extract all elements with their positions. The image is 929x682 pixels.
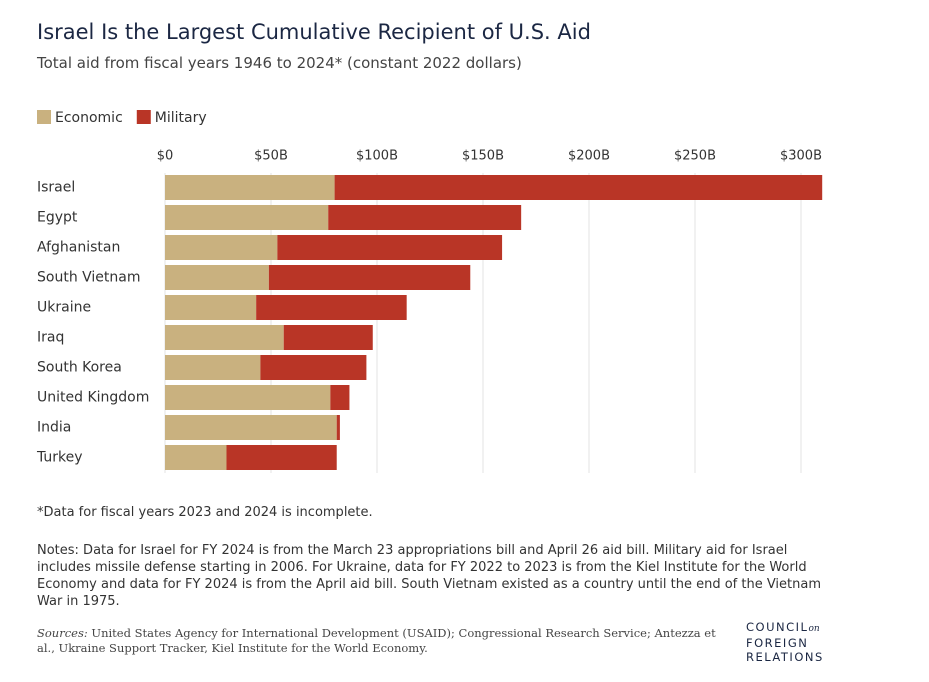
x-tick-label: $150B (462, 149, 504, 164)
y-tick-label: Ukraine (37, 300, 91, 316)
x-tick-label: $0 (157, 149, 174, 164)
bar-segment (165, 175, 335, 200)
y-tick-label: Egypt (37, 210, 78, 226)
y-tick-label: United Kingdom (37, 390, 149, 406)
x-tick-label: $50B (254, 149, 288, 164)
bar-segment (165, 355, 261, 380)
chart-title: Israel Is the Largest Cumulative Recipie… (37, 20, 591, 44)
bar-segment (165, 415, 337, 440)
y-tick-label: Israel (37, 180, 75, 196)
legend-swatch (136, 110, 151, 124)
bar-segment (165, 205, 329, 230)
logo: COUNCILon FOREIGN RELATIONS (746, 620, 824, 664)
bar-segment (268, 265, 471, 290)
bar-segment (165, 265, 269, 290)
bar-segment (165, 445, 227, 470)
bar-segment (328, 205, 522, 230)
y-tick-label: Afghanistan (37, 240, 120, 256)
chart-subtitle: Total aid from fiscal years 1946 to 2024… (37, 54, 522, 72)
bar-segment (334, 175, 823, 200)
sources-text: United States Agency for International D… (37, 626, 716, 655)
y-tick-label: South Korea (37, 360, 122, 376)
y-tick-label: South Vietnam (37, 270, 141, 286)
logo-line: RELATIONS (746, 650, 824, 664)
bar-segment (336, 415, 340, 440)
bar-segment (330, 385, 350, 410)
bar-segment (256, 295, 407, 320)
bar-segment (283, 325, 373, 350)
bar-segment (165, 235, 278, 260)
bar-segment (165, 385, 331, 410)
x-tick-label: $100B (356, 149, 398, 164)
logo-line: FOREIGN (746, 636, 809, 650)
notes: Notes: Data for Israel for FY 2024 is fr… (37, 543, 822, 609)
bar-segment (277, 235, 503, 260)
legend-label: Economic (55, 110, 123, 126)
x-tick-label: $300B (780, 149, 822, 164)
x-tick-label: $200B (568, 149, 610, 164)
bar-segment (165, 325, 284, 350)
bar-segment (260, 355, 367, 380)
y-tick-label: India (37, 420, 71, 436)
x-tick-label: $250B (674, 149, 716, 164)
legend-swatch (37, 110, 51, 124)
chart: Economic Military $0 $50B $100B $150B $200B $25… (36, 110, 823, 473)
y-tick-label: Iraq (37, 330, 64, 346)
sources: Sources: United States Agency for Intern… (37, 626, 737, 656)
y-tick-label: Turkey (36, 450, 83, 466)
legend-label: Military (155, 110, 207, 126)
footnote: *Data for fiscal years 2023 and 2024 is … (37, 505, 373, 520)
logo-line: COUNCIL (746, 620, 809, 634)
bar-segment (226, 445, 337, 470)
bar-segment (165, 295, 257, 320)
sources-label: Sources: (37, 626, 88, 640)
logo-word: on (808, 624, 820, 634)
